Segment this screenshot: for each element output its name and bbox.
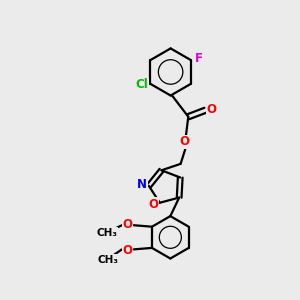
Text: O: O: [207, 103, 217, 116]
Text: F: F: [195, 52, 203, 65]
Text: CH₃: CH₃: [96, 228, 117, 238]
Text: O: O: [122, 218, 132, 231]
Text: O: O: [180, 135, 190, 148]
Text: CH₃: CH₃: [98, 255, 119, 265]
Text: O: O: [148, 198, 158, 211]
Text: N: N: [137, 178, 147, 191]
Text: O: O: [122, 244, 132, 257]
Text: Cl: Cl: [136, 78, 148, 92]
